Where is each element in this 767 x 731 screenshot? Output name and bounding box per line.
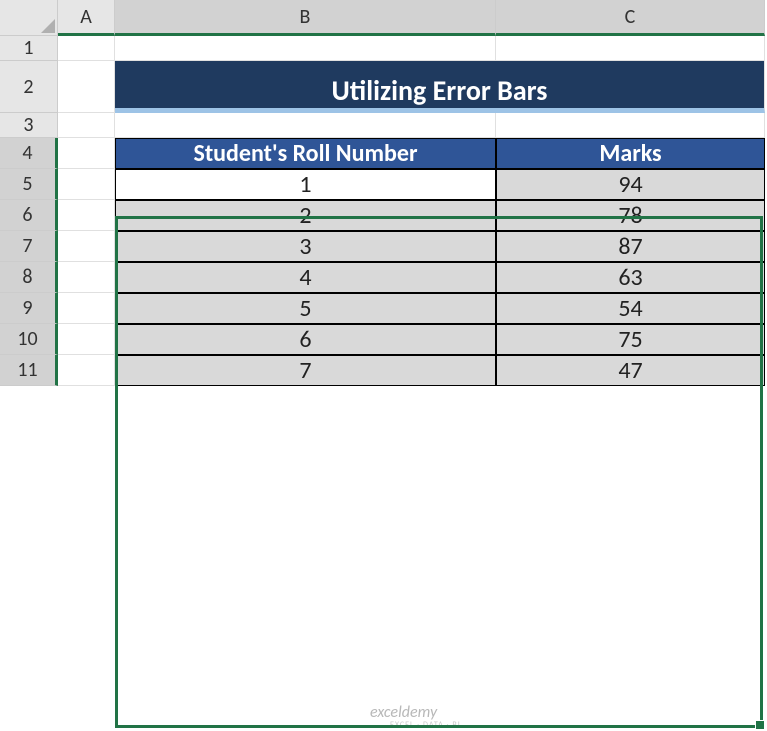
table-row[interactable]: 94: [496, 169, 765, 200]
cell-a9[interactable]: [58, 293, 115, 324]
table-row[interactable]: 47: [496, 355, 765, 386]
table-row[interactable]: 2: [115, 200, 496, 231]
cell-a6[interactable]: [58, 200, 115, 231]
cell-a11[interactable]: [58, 355, 115, 386]
cell-a1[interactable]: [58, 36, 115, 61]
table-row[interactable]: 7: [115, 355, 496, 386]
cell-a5[interactable]: [58, 169, 115, 200]
spreadsheet-grid: A B C 1 2 Utilizing Error Bars 3 4 Stude…: [0, 0, 767, 386]
table-row[interactable]: 63: [496, 262, 765, 293]
table-row[interactable]: 5: [115, 293, 496, 324]
watermark-sub: EXCEL · DATA · BI: [390, 720, 461, 730]
table-row[interactable]: 4: [115, 262, 496, 293]
row-header-4[interactable]: 4: [0, 138, 58, 169]
cell-a7[interactable]: [58, 231, 115, 262]
row-header-9[interactable]: 9: [0, 293, 58, 324]
table-row[interactable]: 87: [496, 231, 765, 262]
col-header-c[interactable]: C: [496, 0, 765, 36]
cell-a4[interactable]: [58, 138, 115, 169]
table-row[interactable]: 78: [496, 200, 765, 231]
table-row[interactable]: 3: [115, 231, 496, 262]
table-header-marks[interactable]: Marks: [496, 138, 765, 169]
table-row[interactable]: 54: [496, 293, 765, 324]
row-header-5[interactable]: 5: [0, 169, 58, 200]
cell-b3[interactable]: [115, 113, 496, 138]
table-row[interactable]: 75: [496, 324, 765, 355]
col-header-b[interactable]: B: [115, 0, 496, 36]
table-row[interactable]: 6: [115, 324, 496, 355]
col-header-a[interactable]: A: [58, 0, 115, 36]
cell-b1[interactable]: [115, 36, 496, 61]
row-header-1[interactable]: 1: [0, 36, 58, 61]
fill-handle[interactable]: [755, 720, 765, 730]
watermark-logo: exceldemy: [370, 703, 437, 722]
row-header-11[interactable]: 11: [0, 355, 58, 386]
table-header-rollnum[interactable]: Student's Roll Number: [115, 138, 496, 169]
cell-c1[interactable]: [496, 36, 765, 61]
cell-a10[interactable]: [58, 324, 115, 355]
row-header-2[interactable]: 2: [0, 61, 58, 113]
table-row[interactable]: 1: [115, 169, 496, 200]
row-header-6[interactable]: 6: [0, 200, 58, 231]
row-header-3[interactable]: 3: [0, 113, 58, 138]
row-header-10[interactable]: 10: [0, 324, 58, 355]
cell-c3[interactable]: [496, 113, 765, 138]
cell-a2[interactable]: [58, 61, 115, 113]
row-header-8[interactable]: 8: [0, 262, 58, 293]
cell-a8[interactable]: [58, 262, 115, 293]
row-header-7[interactable]: 7: [0, 231, 58, 262]
cell-a3[interactable]: [58, 113, 115, 138]
title-cell[interactable]: Utilizing Error Bars: [115, 61, 765, 113]
select-all-corner[interactable]: [0, 0, 58, 36]
